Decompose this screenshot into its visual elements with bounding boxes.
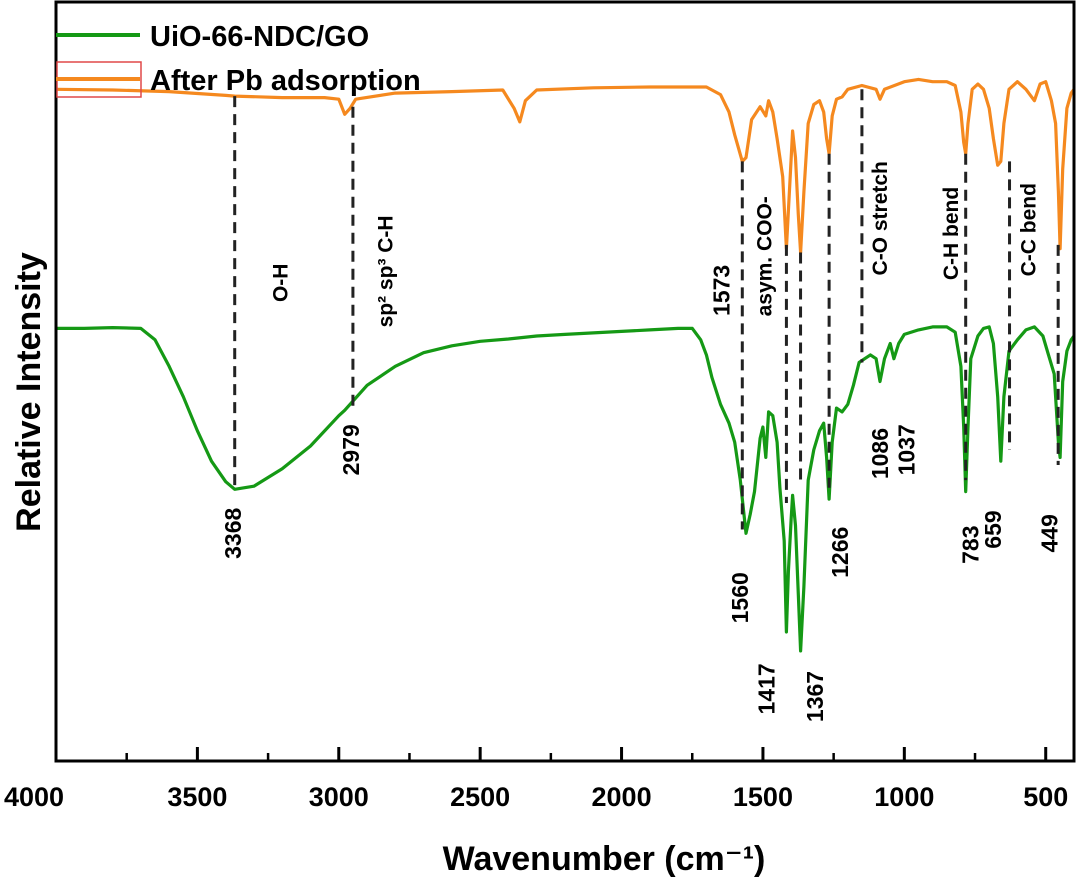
annotation-labels: 3368 2979 1573 1560 1417 1367 1266 1086 1037 7836… bbox=[220, 161, 1063, 722]
peak-wavenumber-label: 1417 bbox=[754, 663, 780, 714]
x-tick-label: 1000 bbox=[874, 782, 934, 812]
peak-wavenumber-label: 3368 bbox=[220, 508, 246, 559]
peak-wavenumber-label: 1086 bbox=[867, 428, 893, 479]
legend-label-uio: UiO-66-NDC/GO bbox=[150, 21, 369, 53]
band-assignment-label: C-C bend bbox=[1018, 183, 1041, 276]
peak-wavenumber-label: 1037 bbox=[894, 424, 920, 475]
peak-wavenumber-label: 1367 bbox=[802, 671, 828, 722]
x-tick-label: 500 bbox=[1023, 782, 1068, 812]
legend-label-pb: After Pb adsorption bbox=[150, 65, 421, 97]
peak-wavenumber-label: 449 bbox=[1036, 514, 1062, 552]
x-tick-label: 1500 bbox=[733, 782, 793, 812]
plot-frame bbox=[54, 0, 1076, 763]
y-axis-title: Relative Intensity bbox=[10, 252, 48, 532]
x-tick-label: 4000 bbox=[4, 782, 64, 812]
legend: UiO-66-NDC/GO After Pb adsorption bbox=[56, 21, 421, 98]
peak-wavenumber-label: 1560 bbox=[727, 572, 753, 623]
peak-wavenumber-label: 2979 bbox=[338, 424, 364, 475]
band-assignment-label: O-H bbox=[270, 264, 293, 303]
band-assignment-label: C-H bend bbox=[940, 187, 963, 280]
series-line-uio-66-ndc-go bbox=[56, 325, 1076, 653]
x-axis-title: Wavenumber (cm⁻¹) bbox=[443, 840, 766, 878]
peak-wavenumber-label: 1266 bbox=[827, 527, 853, 578]
band-assignment-label: C-O stretch bbox=[869, 161, 892, 275]
series-layer bbox=[55, 77, 1076, 653]
x-tick-label: 2500 bbox=[450, 782, 510, 812]
x-tick-label: 2000 bbox=[592, 782, 652, 812]
x-axis-ticks: 4000 3500 3000 2500 2000 1500 1000 500 bbox=[4, 747, 1068, 812]
reference-lines-layer bbox=[233, 89, 1060, 530]
peak-wavenumber-label: 1573 bbox=[708, 265, 734, 316]
series-line-after-pb-adsorption bbox=[55, 77, 1076, 255]
x-tick-label: 3000 bbox=[309, 782, 369, 812]
band-assignment-label: sp² sp³ C-H bbox=[374, 215, 397, 327]
x-tick-label: 3500 bbox=[167, 782, 227, 812]
peak-wavenumber-label: 783 bbox=[957, 526, 983, 564]
band-assignment-label: asym. COO- bbox=[753, 196, 776, 316]
peak-wavenumber-label: 659 bbox=[980, 510, 1006, 548]
